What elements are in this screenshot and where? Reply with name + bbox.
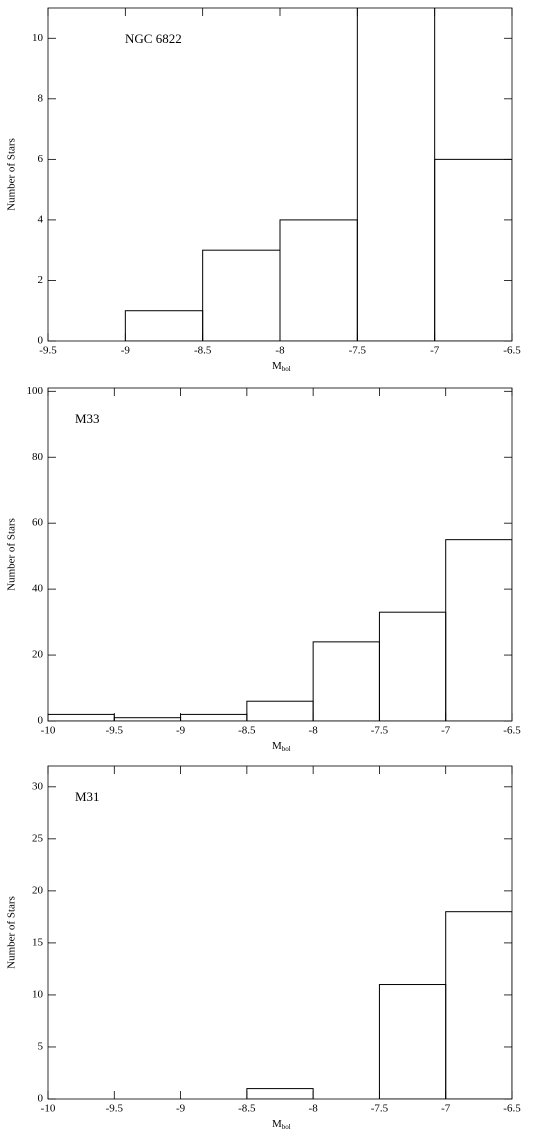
x-label-sub: bol <box>282 745 291 753</box>
bar <box>113 717 182 721</box>
x-tick-label: -8 <box>309 1103 319 1115</box>
x-tick-label: -7 <box>441 725 451 737</box>
y-tick-label: 10 <box>32 32 44 44</box>
x-tick-label: -8 <box>309 725 319 737</box>
y-tick-label: 100 <box>27 385 44 397</box>
x-tick-label: -8 <box>275 345 285 357</box>
x-axis-label: Mbol <box>272 360 291 373</box>
x-label-main: M <box>272 740 282 752</box>
y-tick-label: 0 <box>38 335 44 347</box>
x-tick-label: -6.5 <box>503 1103 521 1115</box>
x-tick-label: -6.5 <box>503 345 521 357</box>
y-tick-label: 15 <box>32 936 44 948</box>
x-tick-label: -9.5 <box>39 345 57 357</box>
y-tick-label: 80 <box>32 451 44 463</box>
x-label-main: M <box>272 360 282 372</box>
x-label-sub: bol <box>282 1123 291 1131</box>
y-axis-label: Number of Stars <box>6 138 18 211</box>
x-tick-label: -7.5 <box>349 345 367 357</box>
panel-title: M31 <box>75 789 100 804</box>
bars <box>124 8 512 341</box>
bar <box>445 539 512 721</box>
x-tick-label: -9 <box>176 725 186 737</box>
bar <box>202 249 281 341</box>
bar <box>312 641 380 721</box>
y-tick-label: 30 <box>32 780 44 792</box>
y-tick-label: 20 <box>32 649 44 661</box>
x-tick-label: -7 <box>441 1103 451 1115</box>
y-tick-label: 10 <box>32 988 44 1000</box>
bar <box>378 611 447 721</box>
x-tick-label: -9 <box>176 1103 186 1115</box>
bar <box>445 911 512 1099</box>
bar <box>180 713 248 721</box>
x-label-main: M <box>272 1118 282 1130</box>
y-tick-label: 0 <box>38 715 44 727</box>
panel: -10 -9.5 -9 -8.5 -8 -7.5 -7 -6.5 0 20 40 60 80 100 M33… <box>6 385 522 753</box>
bars <box>48 539 512 721</box>
y-axis-label: Number of Stars <box>6 518 18 591</box>
y-axis-label: Number of Stars <box>6 896 18 969</box>
bar <box>246 1088 314 1099</box>
bar <box>124 310 204 341</box>
bar <box>434 158 512 341</box>
panel: -9.5 -9 -8.5 -8 -7.5 -7 -6.5 0 2 4 6 8 10 NGC 6822 Mbo… <box>6 7 521 373</box>
x-axis-label: Mbol <box>272 740 291 753</box>
x-label-sub: bol <box>282 365 291 373</box>
x-tick-label: -8.5 <box>238 725 256 737</box>
y-tick-label: 60 <box>32 517 44 529</box>
x-tick-label: -9.5 <box>106 1103 124 1115</box>
plot-frame <box>47 765 513 1100</box>
y-tick-label: 25 <box>32 832 44 844</box>
y-tick-label: 6 <box>38 153 44 165</box>
x-tick-label: -9 <box>121 345 131 357</box>
y-tick-label: 8 <box>38 92 44 104</box>
y-tick-label: 4 <box>38 213 44 225</box>
y-tick-label: 0 <box>38 1093 44 1105</box>
y-tick-label: 20 <box>32 884 44 896</box>
x-tick-label: -8.5 <box>238 1103 256 1115</box>
x-axis-label: Mbol <box>272 1118 291 1131</box>
panel: -10 -9.5 -9 -8.5 -8 -7.5 -7 -6.5 0 5 10 15 20 25 30 M31… <box>6 765 521 1131</box>
plot-frame <box>47 387 513 722</box>
panel-title: NGC 6822 <box>125 31 182 46</box>
y-tick-label: 40 <box>32 583 44 595</box>
bar <box>48 713 115 721</box>
x-tick-label: -7.5 <box>371 1103 389 1115</box>
x-tick-label: -10 <box>41 725 56 737</box>
bar <box>378 984 447 1099</box>
y-tick-label: 5 <box>38 1041 44 1053</box>
x-tick-label: -7 <box>430 345 440 357</box>
bars <box>246 911 512 1099</box>
bar <box>279 219 358 341</box>
bar <box>356 8 436 341</box>
x-tick-label: -9.5 <box>106 725 124 737</box>
x-tick-label: -10 <box>41 1103 56 1115</box>
x-tick-label: -8.5 <box>194 345 212 357</box>
x-tick-label: -6.5 <box>503 725 521 737</box>
bar <box>246 700 314 721</box>
y-tick-label: 2 <box>38 274 44 286</box>
x-tick-label: -7.5 <box>371 725 389 737</box>
panel-title: M33 <box>75 411 100 426</box>
